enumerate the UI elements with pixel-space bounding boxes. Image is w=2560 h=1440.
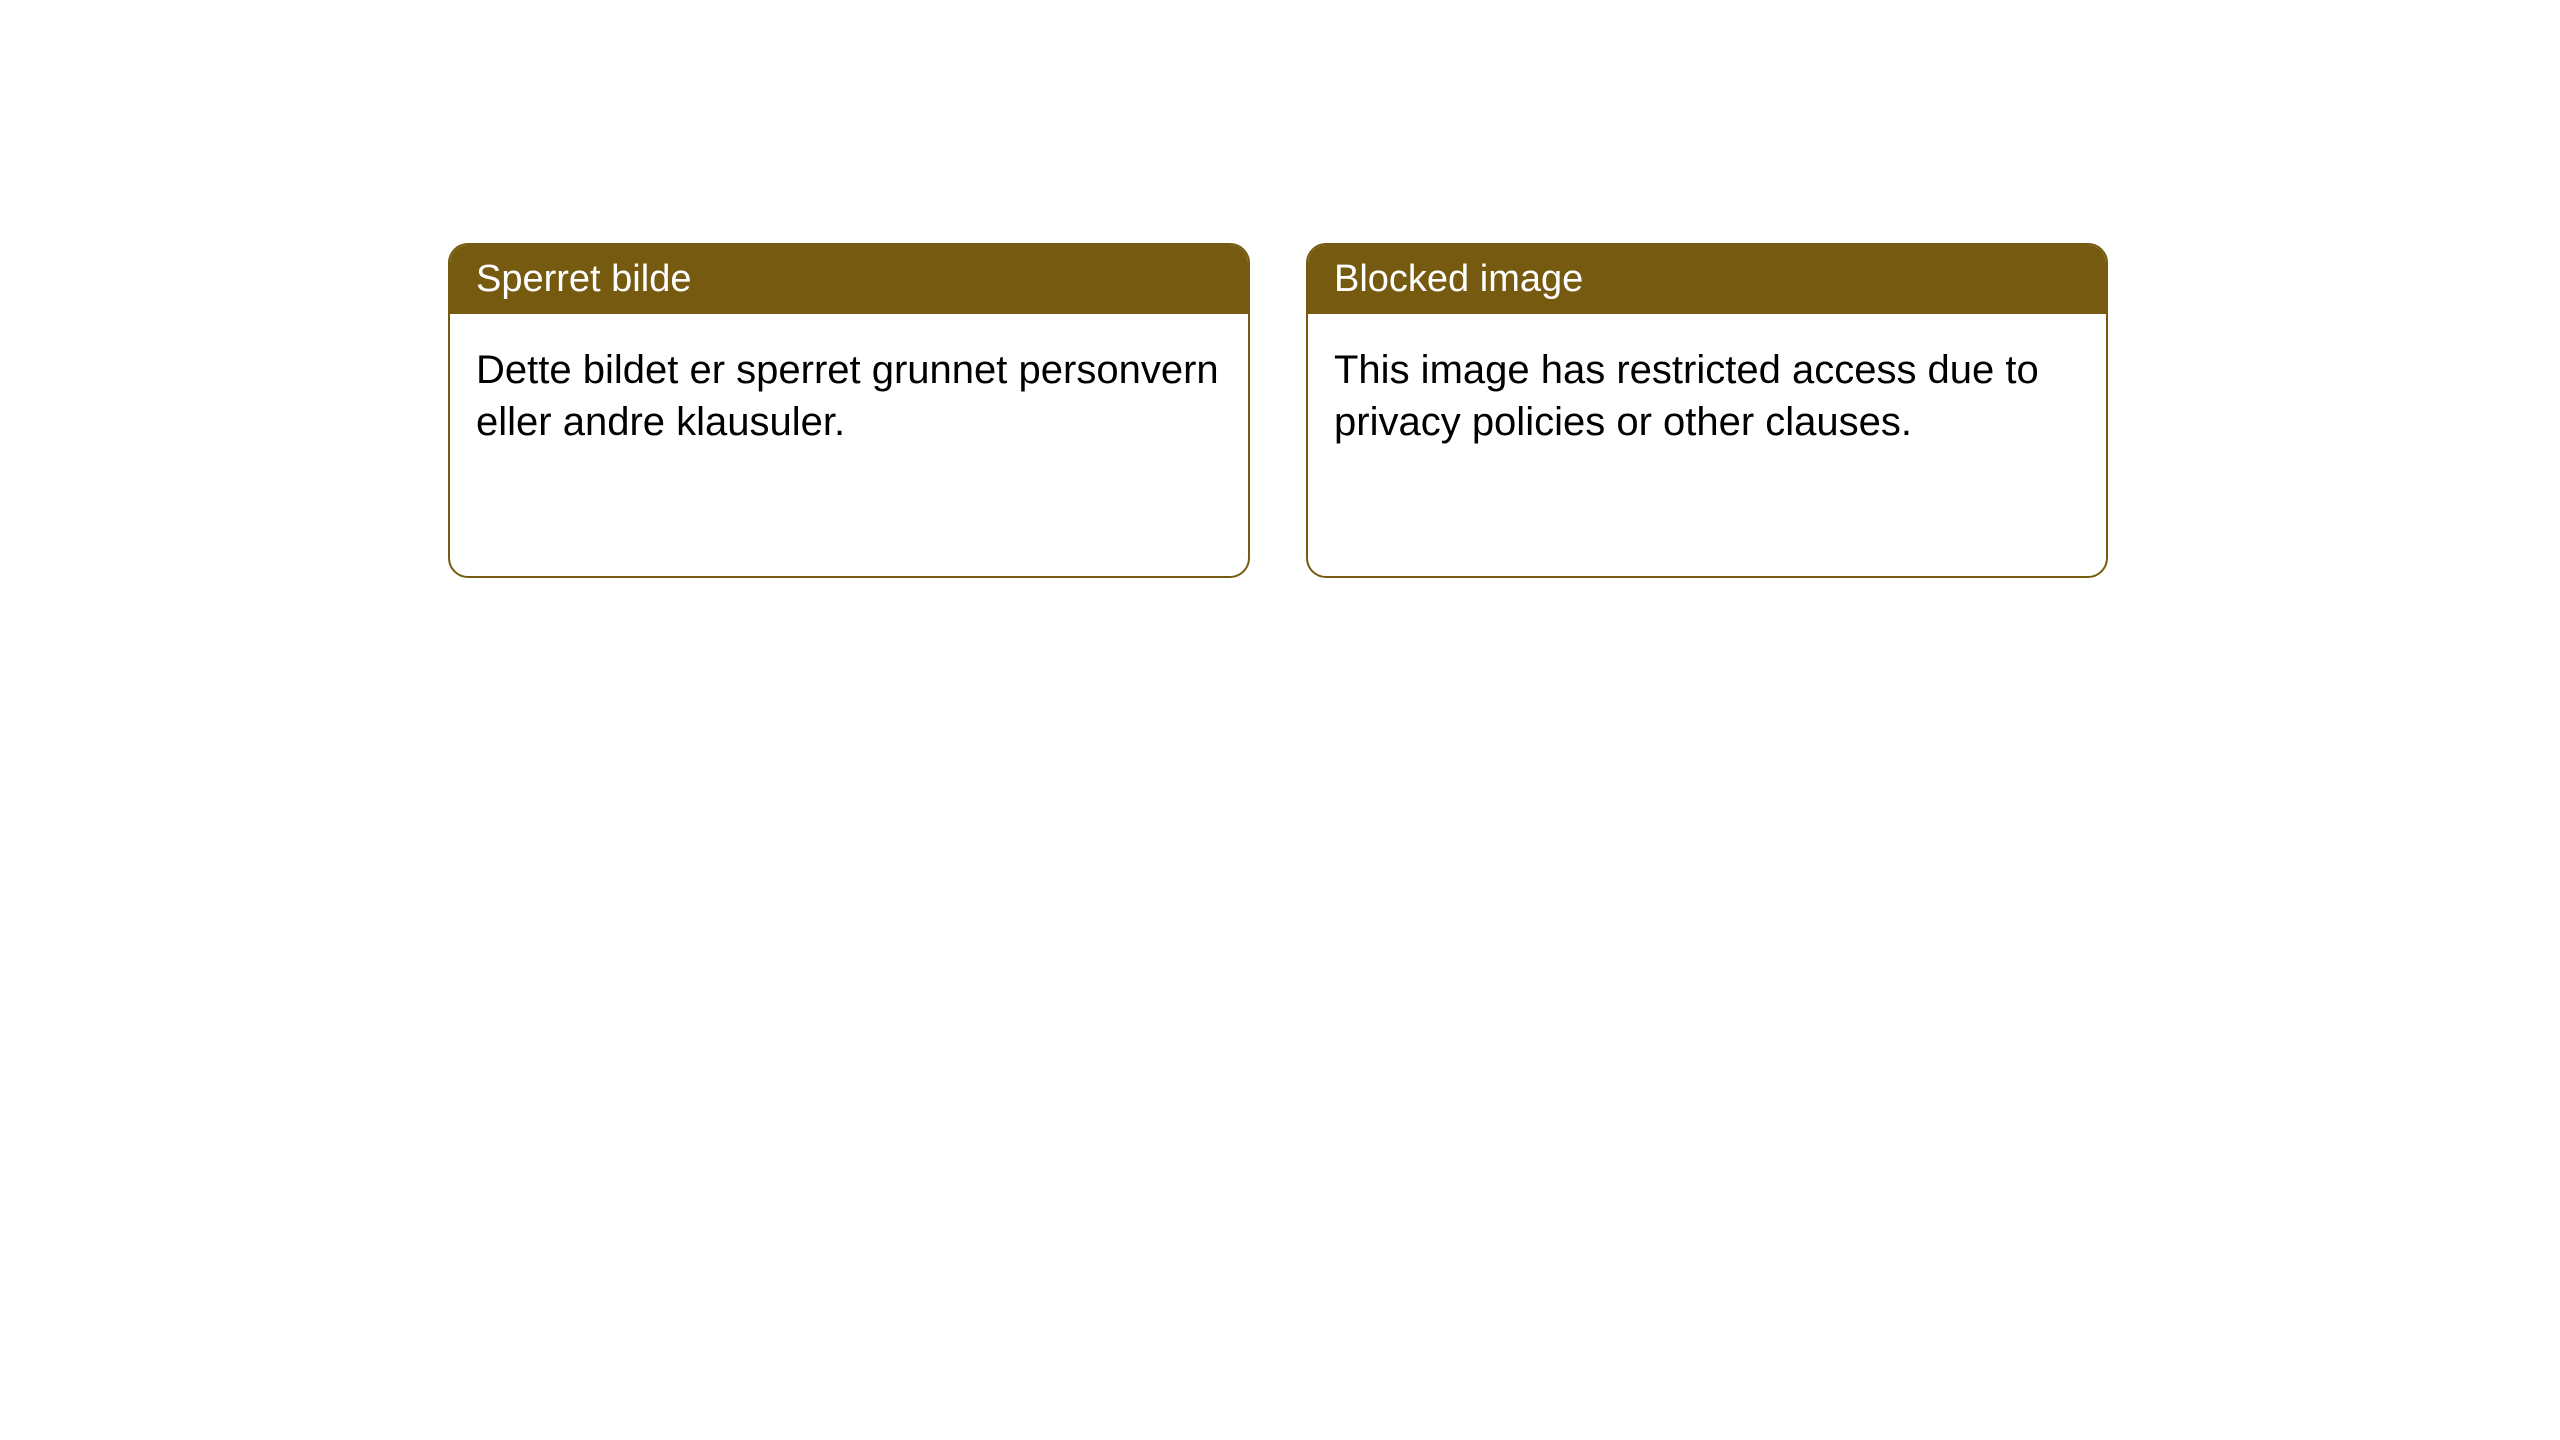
card-body: This image has restricted access due to … xyxy=(1308,314,2106,478)
card-title: Sperret bilde xyxy=(476,258,691,300)
card-header: Sperret bilde xyxy=(450,245,1248,314)
blocked-image-card-en: Blocked image This image has restricted … xyxy=(1306,243,2108,578)
card-message: This image has restricted access due to … xyxy=(1334,348,2039,444)
blocked-image-card-no: Sperret bilde Dette bildet er sperret gr… xyxy=(448,243,1250,578)
card-body: Dette bildet er sperret grunnet personve… xyxy=(450,314,1248,478)
card-header: Blocked image xyxy=(1308,245,2106,314)
notice-cards-container: Sperret bilde Dette bildet er sperret gr… xyxy=(448,243,2108,578)
card-message: Dette bildet er sperret grunnet personve… xyxy=(476,348,1219,444)
card-title: Blocked image xyxy=(1334,258,1583,300)
